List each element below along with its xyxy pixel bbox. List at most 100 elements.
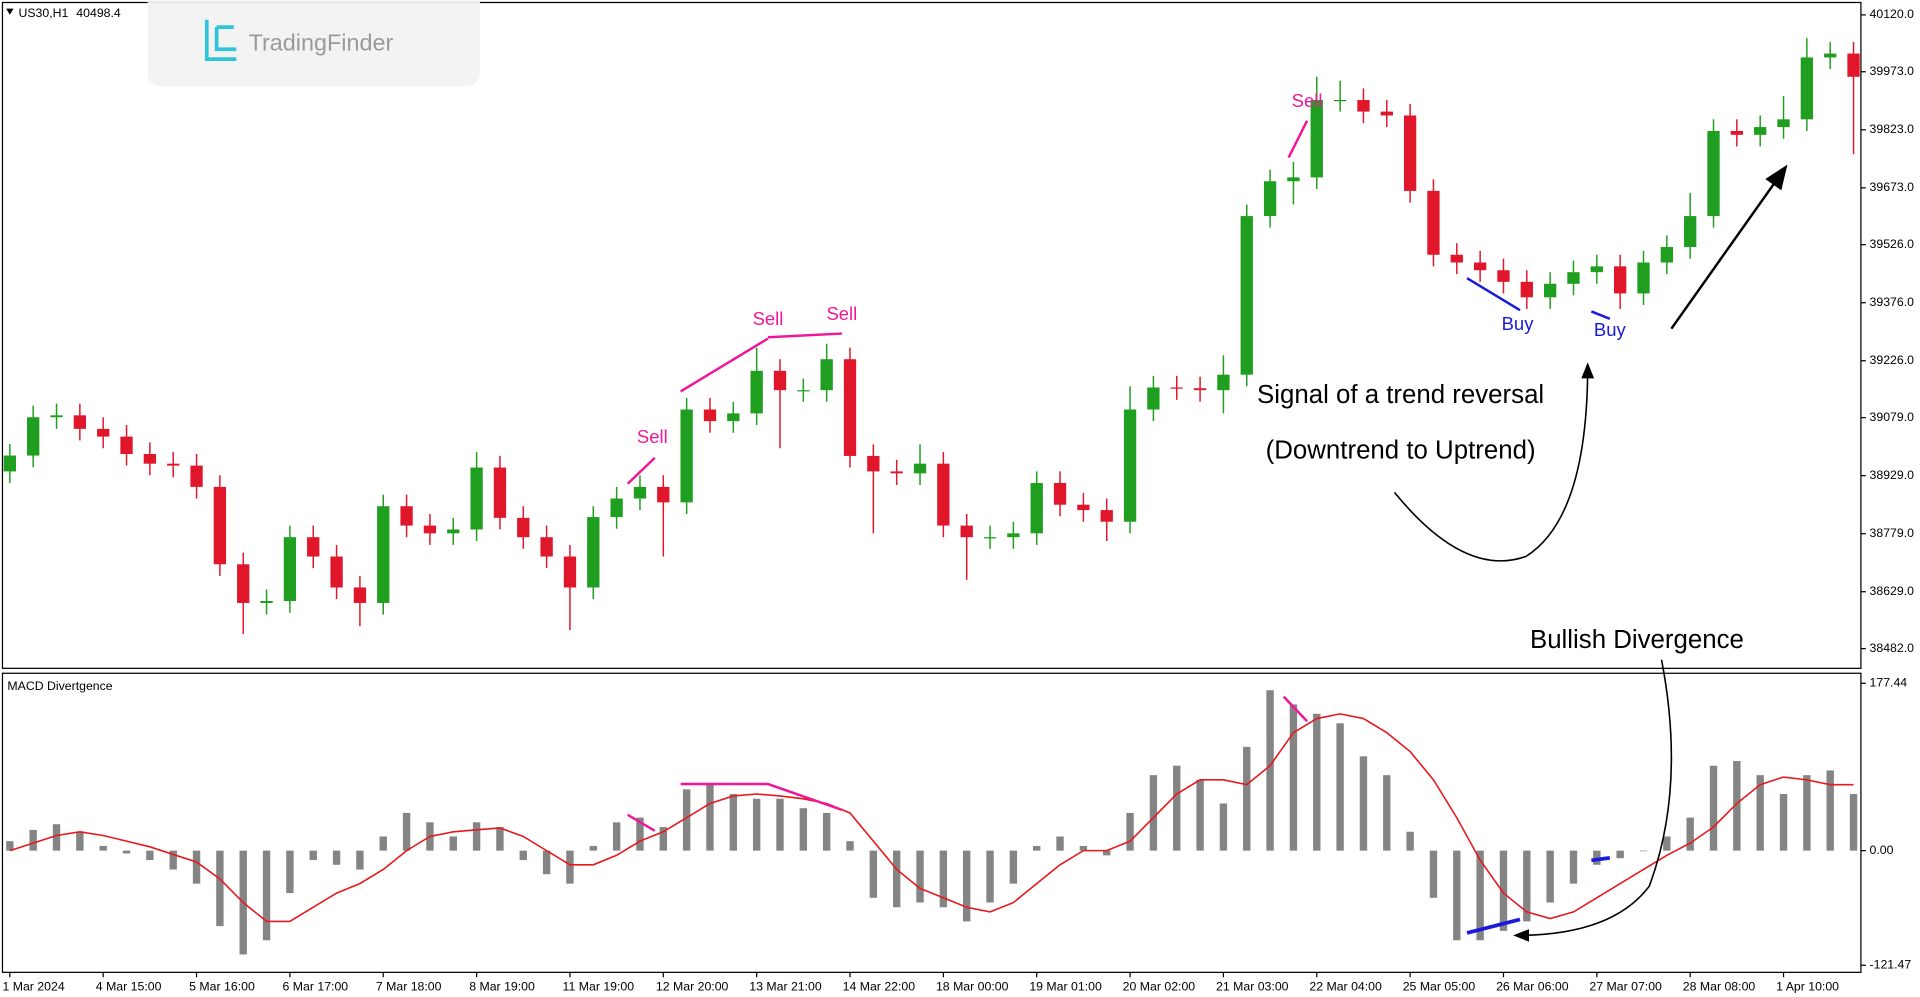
macd-pane	[1, 672, 1862, 973]
candle-body	[1614, 266, 1627, 294]
candle-body	[423, 525, 437, 534]
y-tick-label: 39526.0	[1870, 237, 1915, 251]
candle-body	[680, 409, 693, 503]
candle-body	[750, 370, 763, 414]
x-tick-label: 25 Mar 05:00	[1403, 979, 1476, 993]
symbol: US30,H1	[18, 6, 68, 20]
x-tick-label: 13 Mar 21:00	[749, 979, 822, 993]
buy-label: Buy	[1502, 313, 1535, 334]
histogram-bar	[472, 822, 481, 851]
candle-body	[470, 467, 483, 530]
candle-body	[1590, 266, 1603, 273]
candle-body	[517, 517, 530, 538]
histogram-bar	[1289, 704, 1298, 851]
buy-macd-line	[1466, 917, 1521, 935]
x-tick-label: 27 Mar 07:00	[1589, 979, 1662, 993]
x-tick-label: 12 Mar 20:00	[656, 979, 729, 993]
annotation: Signal of a trend reversal	[1257, 381, 1544, 409]
y-tick-label: 39973.0	[1870, 64, 1915, 78]
candle-body	[1193, 388, 1207, 391]
x-tick-label: 11 Mar 19:00	[563, 979, 635, 993]
histogram-bar	[379, 836, 387, 851]
candle-body	[587, 517, 600, 588]
x-tick-label: 6 Mar 17:00	[283, 979, 349, 993]
candle-body	[1380, 111, 1393, 116]
candle-body	[540, 537, 553, 557]
x-tick-label: 8 Mar 19:00	[469, 979, 535, 993]
candle-body	[1473, 262, 1487, 271]
candle-body	[820, 359, 833, 391]
divergence-lines	[626, 120, 1611, 935]
x-tick-label: 14 Mar 22:00	[843, 979, 916, 993]
y-tick-label: 39823.0	[1870, 122, 1915, 136]
histogram-bar	[776, 798, 784, 851]
annotation-arrow	[1670, 164, 1788, 330]
histogram-bar	[1406, 831, 1414, 851]
histogram-bar	[1569, 850, 1578, 884]
candle-body	[97, 428, 110, 437]
histogram-bar	[1009, 850, 1018, 884]
sell-label: Sell	[1292, 90, 1323, 111]
histogram-bar	[1709, 765, 1718, 851]
histogram-bar	[542, 850, 551, 875]
candle-body	[1053, 483, 1067, 505]
candle-body	[1730, 130, 1744, 135]
candle-body	[1030, 483, 1043, 534]
histogram-bar	[76, 831, 84, 851]
histogram-bar	[822, 812, 831, 851]
indicator-name: MACD Divertgence	[7, 679, 112, 693]
sell-line	[767, 332, 842, 339]
histogram-bar	[496, 827, 504, 851]
histogram-bar	[216, 850, 224, 927]
y-tick-label: -121.47	[1870, 957, 1912, 971]
candle-body	[260, 601, 273, 603]
candle-body	[400, 506, 413, 526]
histogram-bar	[1243, 746, 1251, 851]
y-tick-label: 38629.0	[1870, 584, 1915, 598]
histogram-bar	[286, 850, 294, 894]
candle-body	[1007, 533, 1020, 538]
candle-body	[237, 564, 250, 603]
candle-body	[773, 370, 787, 391]
buy-line	[1590, 310, 1611, 320]
histogram-bar	[519, 850, 527, 861]
candle-body	[1240, 216, 1253, 375]
candle-body	[1824, 53, 1837, 58]
candle-body	[727, 413, 740, 422]
sell-label: Sell	[637, 426, 668, 447]
histogram-bar	[1313, 713, 1321, 851]
candle-body	[1754, 127, 1767, 135]
y-tick-label: 39673.0	[1870, 180, 1915, 194]
candle-body	[1403, 115, 1417, 191]
candle-body	[1684, 216, 1697, 248]
histogram-bar	[1849, 794, 1858, 851]
histogram-bar	[589, 845, 597, 851]
histogram-bar	[659, 827, 667, 851]
histogram-bar	[1173, 765, 1181, 851]
x-tick-label: 26 Mar 06:00	[1496, 979, 1569, 993]
histogram-bar	[1803, 775, 1811, 851]
candle-body	[330, 556, 343, 588]
candle-body	[1800, 57, 1814, 120]
histogram-bar	[309, 850, 317, 861]
histogram-bar	[729, 794, 738, 851]
candle-body	[1123, 409, 1137, 522]
histogram-bar	[939, 850, 948, 908]
y-tick-label: 40120.0	[1870, 7, 1915, 21]
x-tick-label: 19 Mar 01:00	[1029, 979, 1102, 993]
candle-body	[843, 359, 857, 456]
histogram-bar	[963, 850, 971, 922]
histogram-bar	[169, 850, 177, 870]
histogram-bar	[986, 850, 994, 903]
sell-line	[1287, 120, 1309, 159]
marks: 40120.0 39973.0 39823.0 39673.0 39526.0 39376…	[2, 7, 1914, 993]
candle-body	[1170, 387, 1183, 389]
logo-text: TradingFinder	[249, 30, 394, 56]
candle-body	[1497, 270, 1510, 282]
histogram-bar	[566, 850, 574, 884]
y-tick-label: 0.00	[1870, 843, 1894, 857]
candle-body	[377, 506, 390, 603]
histogram-bar	[192, 850, 201, 884]
histogram-bar	[262, 850, 271, 941]
candle-body	[1637, 262, 1650, 294]
